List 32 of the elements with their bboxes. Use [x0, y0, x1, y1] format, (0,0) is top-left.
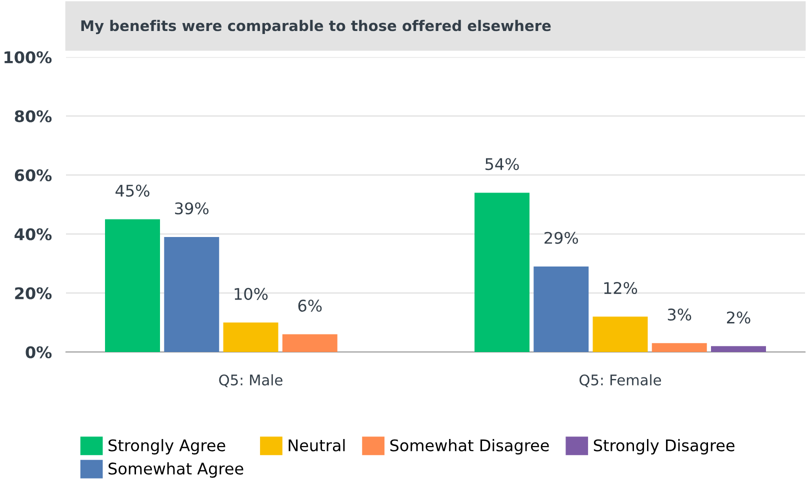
y-tick-label: 100%	[4, 51, 52, 64]
data-label: 54%	[485, 158, 519, 170]
y-tick-label: 80%	[14, 110, 52, 122]
legend-label: Strongly Disagree	[594, 439, 734, 454]
x-tick-label: Q5: Female	[580, 374, 661, 388]
data-label: 10%	[234, 288, 268, 300]
chart-title: My benefits were comparable to those offered elsewhere	[81, 20, 551, 34]
bar	[652, 343, 707, 352]
legend-label: Neutral	[288, 439, 345, 452]
data-label: 12%	[604, 282, 638, 294]
data-label: 6%	[298, 300, 322, 312]
bar	[105, 219, 160, 352]
legend-label: Somewhat Disagree	[390, 439, 549, 454]
bar	[164, 236, 220, 352]
bar	[534, 266, 589, 352]
bar	[223, 322, 278, 352]
data-label: 3%	[668, 308, 692, 321]
data-label: 2%	[726, 311, 750, 324]
x-tick-label: Q5: Male	[219, 374, 282, 388]
bar	[282, 334, 338, 352]
data-label: 29%	[544, 232, 578, 244]
y-tick-label: 20%	[15, 287, 52, 300]
y-tick-label: 60%	[14, 169, 52, 182]
bar	[592, 316, 648, 352]
bar	[711, 346, 766, 352]
legend-label: Strongly Agree	[108, 439, 226, 454]
y-tick-label: 0%	[26, 346, 52, 358]
legend-label: Somewhat Agree	[108, 462, 244, 478]
bar	[474, 192, 530, 352]
data-label: 45%	[116, 184, 150, 197]
y-tick-label: 40%	[14, 228, 52, 240]
data-label: 39%	[175, 202, 208, 214]
